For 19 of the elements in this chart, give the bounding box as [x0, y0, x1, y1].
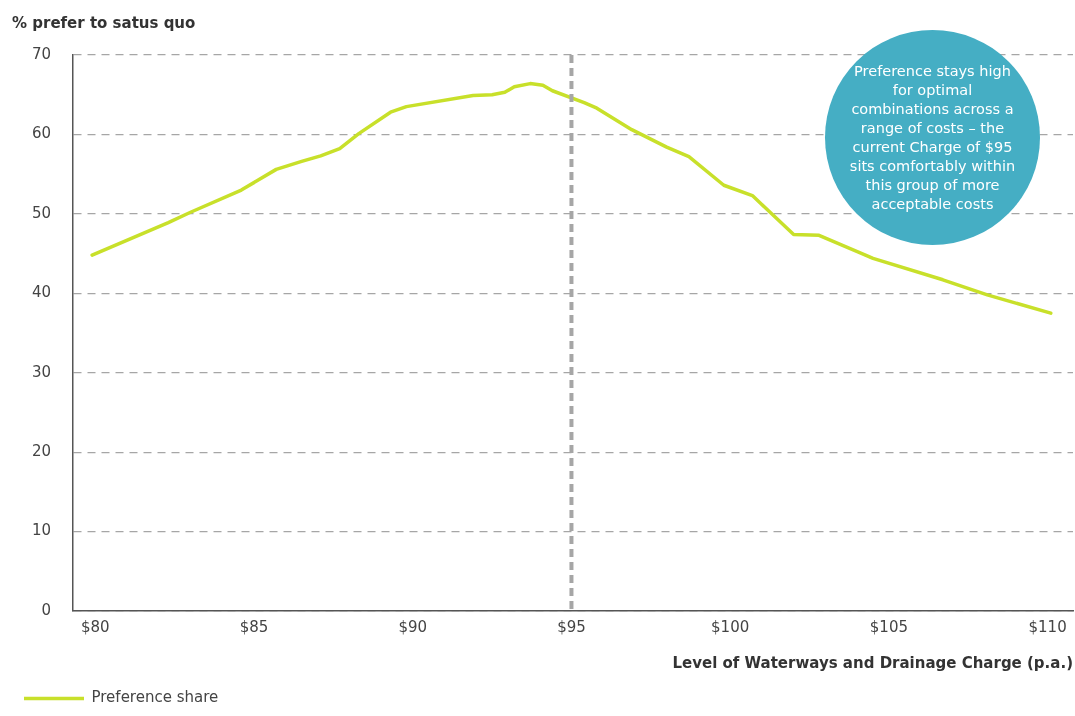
- x-tick-label: $90: [398, 617, 428, 636]
- x-tick-label: $105: [869, 617, 908, 636]
- y-tick-label: 10: [31, 521, 52, 540]
- y-tick-label: 70: [31, 44, 52, 63]
- y-tick-label: 20: [31, 442, 52, 461]
- x-tick-label: $95: [557, 617, 586, 636]
- y-tick-label: 0: [41, 600, 52, 619]
- y-tick-label: 40: [31, 283, 52, 302]
- legend-label: Preference share: [91, 688, 219, 707]
- y-tick-label: 30: [31, 362, 52, 381]
- x-axis-title: Level of Waterways and Drainage Charge (p.a.): [672, 653, 1073, 672]
- y-tick-label: 50: [31, 203, 52, 222]
- x-tick-label: $85: [239, 617, 269, 636]
- callout: Preference stays high for optimal combinations across a range of costs – the current Charge of $95 sits comfortably within this group of more acceptable costs: [825, 30, 1040, 245]
- y-tick-label: 60: [31, 124, 52, 143]
- x-tick-label: $110: [1028, 617, 1067, 636]
- y-axis-title: % prefer to satus quo: [12, 14, 196, 32]
- x-tick-label: $80: [80, 617, 110, 636]
- x-tick-label: $100: [711, 617, 750, 636]
